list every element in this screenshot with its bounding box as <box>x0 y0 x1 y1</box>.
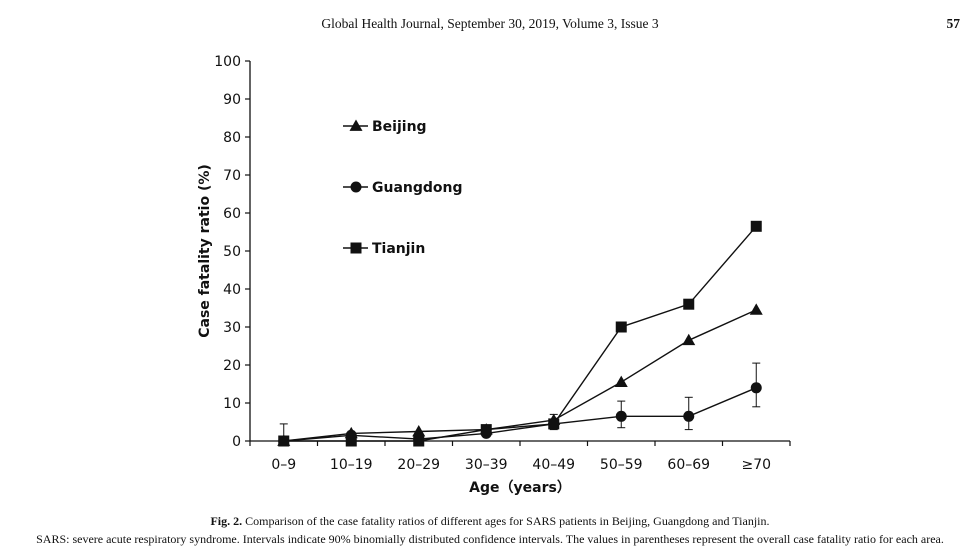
y-tick-label: 50 <box>223 244 241 260</box>
x-tick-label: 10–19 <box>330 457 373 473</box>
legend-marker-beijing <box>349 119 363 131</box>
data-point-tianjin <box>413 435 425 447</box>
series-line-tianjin <box>283 225 757 442</box>
data-point-beijing <box>749 303 763 315</box>
data-point-beijing <box>412 425 426 437</box>
page-header: Global Health Journal, September 30, 201… <box>0 14 980 36</box>
data-point-beijing <box>682 333 696 346</box>
figure-label: Fig. 2. <box>210 514 243 528</box>
figure-caption: Fig. 2. Comparison of the case fatality … <box>0 513 980 529</box>
figure-caption-text: Comparison of the case fatality ratios o… <box>245 514 770 528</box>
data-point-tianjin <box>480 424 492 436</box>
y-tick-label: 0 <box>232 434 241 450</box>
data-point-tianjin <box>548 418 560 430</box>
x-tick-label: ≥70 <box>741 457 771 473</box>
data-point-beijing <box>614 375 628 387</box>
x-tick-label: 20–29 <box>397 457 440 473</box>
y-tick-label: 80 <box>223 130 241 146</box>
x-tick-label: 60–69 <box>667 457 710 473</box>
series-line-beijing <box>283 309 757 442</box>
legend-label-tianjin: Tianjin <box>372 241 425 257</box>
y-tick-label: 10 <box>223 396 241 412</box>
line-chart: 0 10 20 30 40 50 60 70 80 90 100 0–9 10–19 20–29 30–39… <box>197 54 791 496</box>
data-point-guangdong <box>750 382 762 394</box>
y-tick-label: 40 <box>223 282 241 298</box>
x-tick-label: 40–49 <box>532 457 575 473</box>
legend-label-beijing: Beijing <box>372 119 427 135</box>
y-tick-label: 20 <box>223 358 241 374</box>
x-tick-label: 30–39 <box>465 457 508 473</box>
data-point-tianjin <box>615 321 627 333</box>
x-axis-title: Age（years） <box>469 480 571 496</box>
legend-label-guangdong: Guangdong <box>372 180 463 196</box>
x-tick-label: 50–59 <box>600 457 643 473</box>
data-point-tianjin <box>683 298 695 310</box>
data-point-guangdong <box>615 410 627 422</box>
page-number: 57 <box>946 16 961 31</box>
data-point-guangdong <box>683 410 695 422</box>
y-axis-title: Case fatality ratio (%) <box>197 164 213 338</box>
data-point-tianjin <box>750 220 762 232</box>
y-tick-label: 70 <box>223 168 241 184</box>
journal-citation: Global Health Journal, September 30, 201… <box>321 16 659 31</box>
y-tick-label: 100 <box>214 54 241 70</box>
data-point-tianjin <box>278 435 290 447</box>
x-tick-label: 0–9 <box>271 457 296 473</box>
legend-marker-tianjin <box>350 242 362 254</box>
y-tick-label: 90 <box>223 92 241 108</box>
y-tick-label: 60 <box>223 206 241 222</box>
series-line-guangdong <box>283 387 757 442</box>
y-tick-label: 30 <box>223 320 241 336</box>
figure-note: SARS: severe acute respiratory syndrome.… <box>36 532 944 546</box>
legend-marker-guangdong <box>350 181 362 193</box>
data-point-tianjin <box>345 435 357 447</box>
